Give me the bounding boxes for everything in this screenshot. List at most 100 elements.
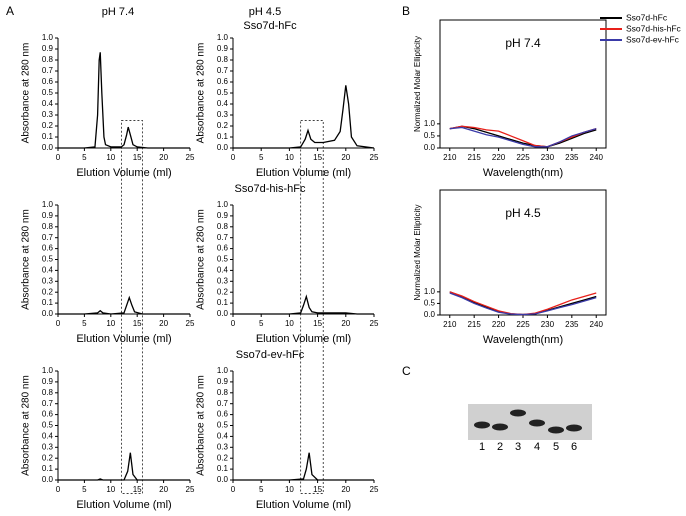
x-axis-label: Elution Volume (ml) [256,499,351,511]
y-tick-label: 0.2 [42,453,54,462]
y-axis-label: Absorbance at 280 nm [21,43,32,144]
y-tick-label: 1.0 [424,287,436,296]
y-tick-label: 0.0 [424,143,436,152]
x-tick-label: 230 [541,320,555,329]
x-tick-label: 225 [516,320,530,329]
x-tick-label: 10 [285,319,294,328]
x-tick-label: 20 [341,319,350,328]
x-tick-label: 10 [106,485,115,494]
y-tick-label: 0.5 [42,88,54,97]
y-tick-label: 1.0 [217,366,229,375]
y-tick-label: 0.9 [217,44,229,53]
y-tick-label: 0.1 [217,464,229,473]
x-tick-label: 25 [370,485,379,494]
trace-line [233,452,374,481]
y-tick-label: 0.3 [217,110,229,119]
x-tick-label: 215 [467,320,481,329]
lane-label: 5 [553,441,559,453]
chart-title: pH 7.4 [505,36,541,50]
y-tick-label: 0.9 [42,211,54,220]
y-tick-label: 0.5 [42,255,54,264]
y-tick-label: 0.0 [42,475,54,484]
lane-label: 6 [571,441,577,453]
y-tick-label: 0.6 [217,410,229,419]
y-tick-label: 1.0 [424,119,436,128]
y-tick-label: 0.6 [42,77,54,86]
x-tick-label: 240 [590,153,604,162]
x-tick-label: 20 [341,153,350,162]
y-tick-label: 0.0 [217,309,229,318]
x-tick-label: 0 [231,153,236,162]
x-tick-label: 240 [590,320,604,329]
y-tick-label: 0.6 [42,410,54,419]
lane-label: 1 [479,441,485,453]
x-tick-label: 0 [231,319,236,328]
chart-title: pH 4.5 [505,206,541,220]
x-tick-label: 235 [565,320,579,329]
trace-line [233,85,375,149]
y-axis-label: Normalized Molar Ellipticity [413,204,422,300]
row-title: Sso7d-hFc [243,20,297,32]
lane-label: 2 [497,441,503,453]
y-tick-label: 0.8 [217,222,229,231]
x-axis-label: Wavelength(nm) [483,334,563,346]
panel-label: A [6,4,14,18]
y-tick-label: 0.2 [217,121,229,130]
y-tick-label: 0.2 [42,121,54,130]
lane-label: 4 [534,441,540,453]
y-tick-label: 0.8 [42,222,54,231]
x-tick-label: 5 [259,153,264,162]
y-axis-label: Absorbance at 280 nm [196,43,207,144]
x-tick-label: 10 [285,485,294,494]
y-tick-label: 0.0 [42,309,54,318]
x-tick-label: 15 [133,319,142,328]
x-tick-label: 210 [443,153,457,162]
x-tick-label: 25 [186,153,195,162]
x-tick-label: 15 [133,153,142,162]
x-tick-label: 220 [492,320,506,329]
y-tick-label: 0.9 [217,211,229,220]
x-tick-label: 0 [56,319,61,328]
y-tick-label: 0.1 [42,298,54,307]
y-tick-label: 1.0 [42,366,54,375]
x-tick-label: 15 [313,485,322,494]
y-tick-label: 0.8 [217,388,229,397]
y-tick-label: 0.4 [217,99,229,108]
y-tick-label: 1.0 [42,200,54,209]
legend-label: Sso7d-hFc [626,12,668,22]
x-tick-label: 235 [565,153,579,162]
y-tick-label: 1.0 [217,33,229,42]
lane-label: 3 [515,441,521,453]
panel-label: B [402,4,410,18]
gel-band [492,423,508,431]
panel-label: C [402,364,411,378]
series-line [449,126,597,148]
x-tick-label: 10 [106,153,115,162]
x-axis-label: Elution Volume (ml) [76,499,171,511]
y-tick-label: 0.3 [217,276,229,285]
y-tick-label: 0.0 [217,475,229,484]
y-axis-label: Normalized Molar Ellipticity [413,36,422,132]
row-title: Sso7d-his-hFc [235,183,306,195]
x-axis-label: Elution Volume (ml) [76,167,171,179]
x-tick-label: 15 [313,319,322,328]
x-tick-label: 15 [133,485,142,494]
y-tick-label: 0.6 [217,244,229,253]
y-tick-label: 0.4 [217,432,229,441]
x-tick-label: 0 [56,485,61,494]
y-tick-label: 0.3 [42,276,54,285]
x-tick-label: 15 [313,153,322,162]
x-tick-label: 5 [259,319,264,328]
x-axis-label: Elution Volume (ml) [76,333,171,345]
y-tick-label: 0.9 [217,377,229,386]
y-tick-label: 0.0 [424,310,436,319]
x-tick-label: 20 [159,485,168,494]
y-tick-label: 0.1 [217,298,229,307]
y-tick-label: 0.1 [217,132,229,141]
y-tick-label: 0.1 [42,132,54,141]
x-tick-label: 20 [159,153,168,162]
y-tick-label: 0.3 [42,110,54,119]
series-line [449,292,597,316]
y-tick-label: 0.8 [217,55,229,64]
